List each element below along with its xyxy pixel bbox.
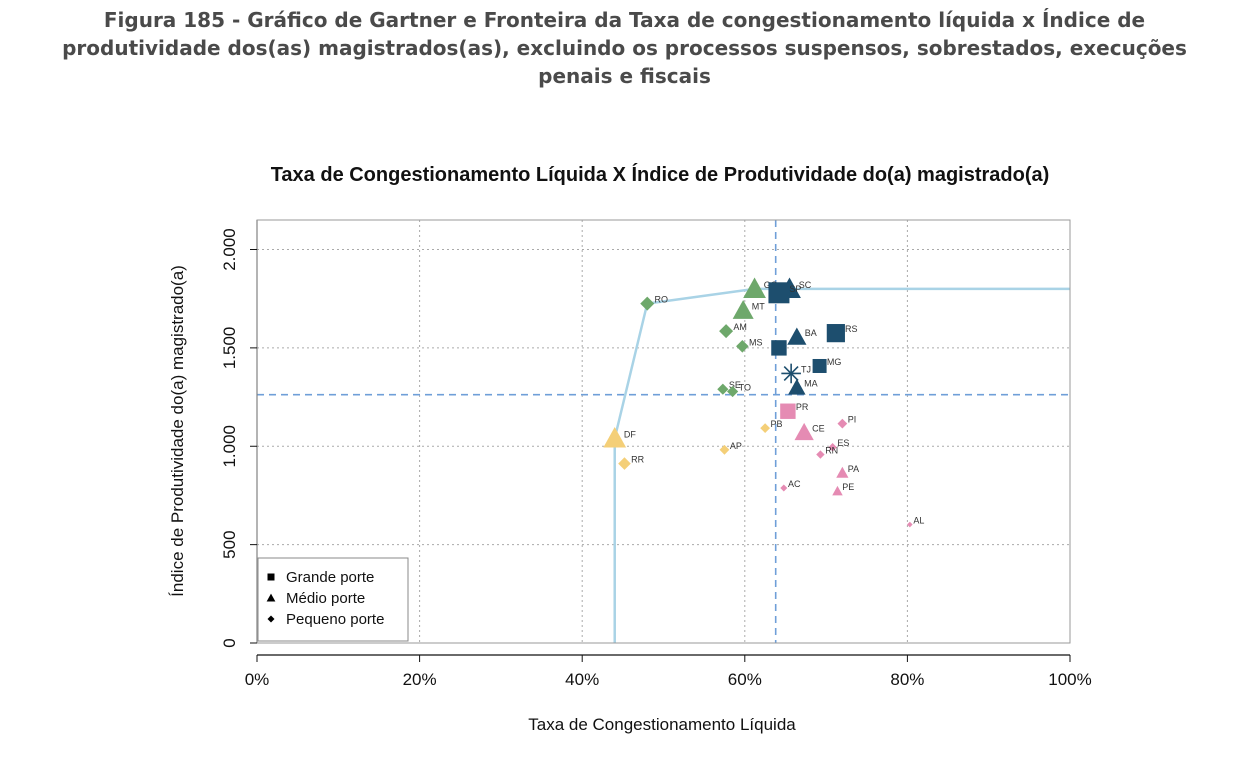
point-label-pr: PR xyxy=(796,402,809,412)
data-points: ROGOSCSPMTAMRSBAMSMGTJMASETOPRPIPBCEDFES… xyxy=(603,277,924,528)
legend: Grande porte Médio porte Pequeno porte xyxy=(257,557,409,642)
data-point-rr xyxy=(618,457,631,470)
data-point-sp xyxy=(768,282,790,304)
chart-title: Taxa de Congestionamento Líquida X Índic… xyxy=(271,163,1050,186)
data-point-al xyxy=(907,521,913,528)
point-label-ms: MS xyxy=(749,337,763,347)
x-tick-label: 60% xyxy=(728,670,762,689)
point-label-am: AM xyxy=(733,322,747,332)
data-point-to xyxy=(727,385,739,398)
point-label-ro: RO xyxy=(655,295,669,305)
x-axis-label: Taxa de Congestionamento Líquida xyxy=(528,715,796,734)
point-label-pi: PI xyxy=(848,415,857,425)
point-label-rn: RN xyxy=(825,446,838,456)
data-point-pr-gp xyxy=(771,340,787,356)
data-point-pr xyxy=(780,403,796,419)
data-point-go xyxy=(743,277,766,298)
frontier-polyline xyxy=(613,287,1070,643)
data-point-es xyxy=(828,443,837,452)
point-label-pe: PE xyxy=(842,482,854,492)
y-tick-label: 500 xyxy=(220,530,239,558)
data-point-pe xyxy=(832,485,843,496)
x-tick-label: 0% xyxy=(245,670,270,689)
legend-entry: Pequeno porte xyxy=(286,611,384,628)
point-label-mt: MT xyxy=(752,302,765,312)
point-label-ba: BA xyxy=(805,328,817,338)
data-point-df xyxy=(603,427,627,448)
point-label-es: ES xyxy=(837,438,849,448)
point-label-rs: RS xyxy=(845,324,858,334)
legend-marker-square xyxy=(267,573,275,581)
point-label-rr: RR xyxy=(631,455,644,465)
legend-entry: Médio porte xyxy=(286,590,365,607)
data-point-ma xyxy=(788,378,806,395)
point-label-se: SE xyxy=(729,380,741,390)
legend-box xyxy=(257,557,409,642)
reference-lines xyxy=(257,220,1070,643)
point-label-tj: TJ xyxy=(801,364,811,374)
y-tick-label: 1.000 xyxy=(220,425,239,468)
point-label-mg: MG xyxy=(827,357,842,367)
figure-title: Figura 185 - Gráfico de Gartner e Fronte… xyxy=(62,8,1187,88)
data-point-ms xyxy=(736,340,749,353)
point-label-pb: PB xyxy=(771,419,783,429)
point-label-sp: SP xyxy=(789,284,801,294)
point-label-ac: AC xyxy=(788,479,801,489)
point-label-ma: MA xyxy=(804,379,818,389)
y-tick-label: 2.000 xyxy=(220,228,239,271)
point-label-ce: CE xyxy=(812,423,825,433)
plot-frame xyxy=(256,219,1071,644)
x-tick-label: 80% xyxy=(890,670,924,689)
legend-marker-triangle xyxy=(266,593,276,602)
x-tick-label: 20% xyxy=(403,670,437,689)
data-point-se xyxy=(717,383,729,395)
point-label-sc: SC xyxy=(799,280,812,290)
data-point-ba xyxy=(787,327,807,345)
data-point-ce xyxy=(794,422,814,441)
point-label-pa: PA xyxy=(848,464,859,474)
legend-marker-diamond xyxy=(267,615,275,623)
legend-entry: Grande porte xyxy=(286,569,374,586)
data-point-ac xyxy=(780,484,788,492)
data-point-pa xyxy=(836,466,849,478)
y-tick-label: 1.500 xyxy=(220,327,239,370)
y-tick-label: 0 xyxy=(220,638,239,647)
grid xyxy=(257,220,1070,643)
data-point-am xyxy=(719,324,734,339)
point-label-df: DF xyxy=(624,429,636,439)
axes: 0% 20% 40% 60% 80% 100% 0 500 1.000 1.500 2.000 xyxy=(220,219,1092,689)
star-stroke xyxy=(783,365,799,381)
data-point-mg xyxy=(812,358,827,373)
data-point-tj xyxy=(781,363,801,384)
data-point-ap xyxy=(719,444,730,455)
data-point-pb xyxy=(760,423,771,434)
frontier-line xyxy=(613,287,1070,643)
point-label-to: TO xyxy=(739,383,751,393)
point-label-al: AL xyxy=(913,516,924,526)
data-point-rs xyxy=(826,324,845,343)
data-point-ro xyxy=(640,296,655,311)
point-label-ap: AP xyxy=(730,441,742,451)
data-point-pi xyxy=(837,418,848,429)
data-point-rn xyxy=(816,450,825,459)
x-tick-label: 100% xyxy=(1048,670,1091,689)
x-tick-label: 40% xyxy=(565,670,599,689)
y-axis-label: Índice de Produtividade do(a) magistrado… xyxy=(168,265,187,597)
data-point-mt xyxy=(732,300,754,319)
